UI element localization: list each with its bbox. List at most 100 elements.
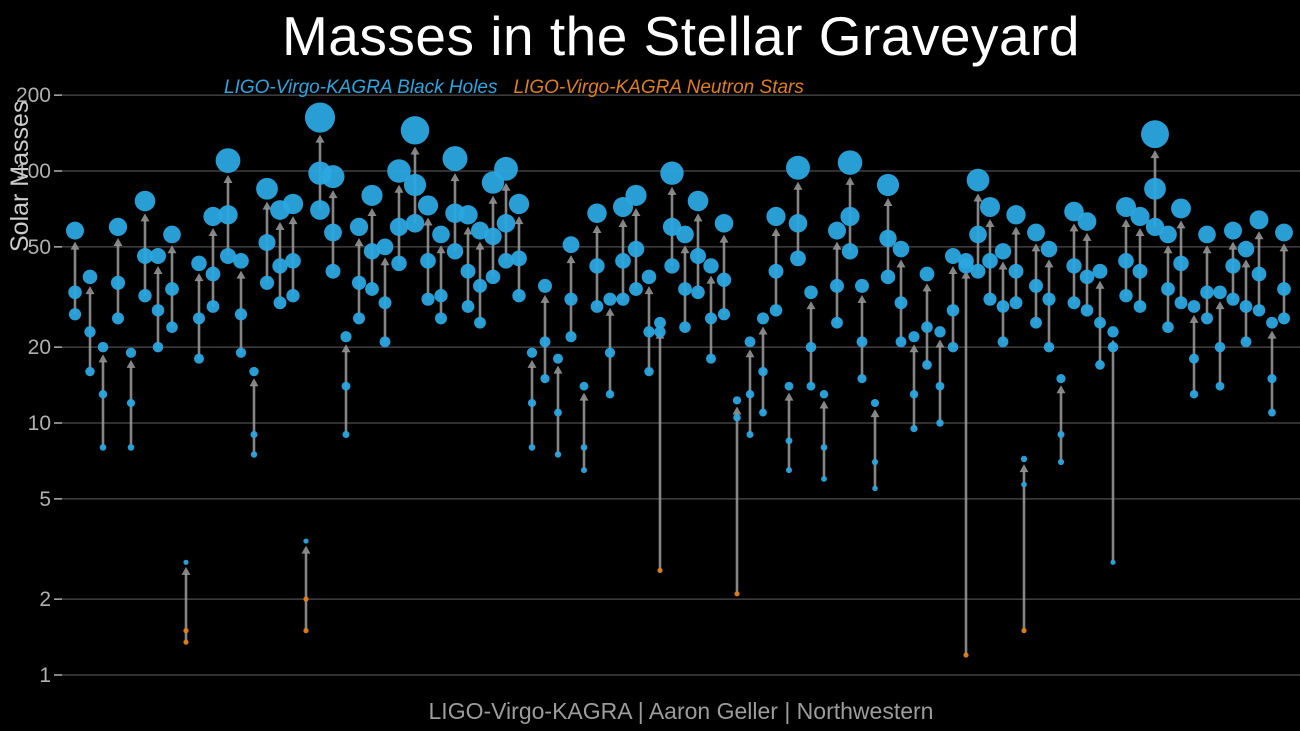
merger-arrowhead bbox=[592, 224, 602, 233]
black-hole-dot bbox=[894, 296, 908, 310]
black-hole-dot bbox=[1119, 289, 1133, 303]
black-hole-dot bbox=[1094, 316, 1106, 329]
final-mass-dot bbox=[108, 217, 128, 237]
final-mass-dot bbox=[944, 247, 962, 264]
final-mass-dot bbox=[125, 347, 137, 358]
final-mass-dot bbox=[387, 159, 411, 183]
black-hole-dot bbox=[820, 444, 828, 451]
black-hole-dot bbox=[539, 336, 551, 348]
merger-arrowhead bbox=[758, 326, 768, 335]
black-hole-dot bbox=[403, 173, 427, 197]
final-mass-dot bbox=[494, 156, 518, 181]
black-hole-dot bbox=[830, 278, 844, 293]
final-mass-dot bbox=[587, 203, 607, 223]
final-mass-dot bbox=[191, 255, 207, 272]
merger-arrowhead bbox=[644, 286, 654, 295]
merger-arrowhead bbox=[1150, 150, 1160, 159]
black-hole-dot bbox=[1214, 341, 1226, 353]
final-mass-dot bbox=[1027, 223, 1045, 242]
final-mass-dot bbox=[1056, 374, 1066, 384]
black-hole-dot bbox=[605, 390, 615, 399]
final-mass-dot bbox=[508, 193, 530, 215]
black-hole-dot bbox=[1133, 300, 1147, 313]
merger-arrowhead bbox=[140, 213, 150, 222]
final-mass-dot bbox=[1198, 225, 1216, 244]
merger-arrowhead bbox=[667, 186, 677, 195]
black-hole-dot bbox=[1215, 381, 1225, 391]
black-hole-dot bbox=[805, 341, 817, 353]
merger-arrowhead bbox=[1019, 464, 1029, 473]
final-mass-dot bbox=[82, 269, 98, 285]
black-hole-dot bbox=[589, 258, 605, 274]
black-hole-dot bbox=[272, 258, 288, 274]
merger-arrowhead bbox=[113, 238, 123, 247]
y-tick-label: 2 bbox=[39, 588, 51, 611]
black-hole-dot bbox=[879, 229, 897, 248]
black-hole-dot bbox=[1095, 360, 1105, 370]
black-hole-dot bbox=[679, 321, 691, 333]
black-hole-dot bbox=[921, 321, 933, 333]
merger-arrowhead bbox=[1279, 243, 1289, 252]
merger-arrowhead bbox=[208, 228, 218, 237]
final-mass-dot bbox=[714, 214, 734, 233]
merger-arrowhead bbox=[475, 241, 485, 250]
black-hole-dot bbox=[872, 485, 878, 492]
merger-arrowhead bbox=[514, 216, 524, 225]
black-hole-dot bbox=[310, 200, 330, 220]
black-hole-dot bbox=[151, 304, 165, 317]
merger-arrowhead bbox=[1254, 231, 1264, 240]
black-hole-dot bbox=[496, 214, 516, 233]
final-mass-dot bbox=[828, 221, 846, 240]
merger-arrowhead bbox=[223, 174, 233, 183]
merger-arrowhead bbox=[315, 134, 325, 143]
merger-arrowhead bbox=[410, 146, 420, 155]
merger-arrowhead bbox=[1056, 385, 1066, 394]
black-hole-dot bbox=[935, 381, 945, 391]
neutron-star-dot bbox=[183, 628, 189, 634]
final-mass-dot bbox=[1159, 225, 1177, 244]
merger-arrowhead bbox=[1241, 259, 1251, 268]
black-hole-dot bbox=[768, 263, 784, 279]
black-hole-dot bbox=[1189, 390, 1199, 399]
black-hole-dot bbox=[997, 336, 1009, 348]
black-hole-dot bbox=[111, 312, 125, 325]
black-hole-dot bbox=[219, 247, 237, 264]
black-hole-dot bbox=[540, 374, 550, 384]
final-mass-dot bbox=[1187, 300, 1201, 313]
merger-arrowhead bbox=[1069, 223, 1079, 232]
black-hole-dot bbox=[434, 289, 448, 303]
black-hole-dot bbox=[218, 205, 238, 225]
y-tick-label: 50 bbox=[28, 236, 51, 259]
black-hole-dot bbox=[769, 304, 783, 317]
black-hole-dot bbox=[511, 250, 527, 267]
black-hole-dot bbox=[1009, 296, 1023, 310]
black-hole-dot bbox=[654, 326, 666, 338]
neutron-star-dot bbox=[1021, 628, 1027, 634]
black-hole-dot bbox=[206, 300, 220, 313]
merger-arrowhead bbox=[98, 354, 108, 363]
final-mass-dot bbox=[1040, 240, 1058, 258]
final-mass-dot bbox=[1064, 201, 1084, 222]
black-hole-dot bbox=[391, 255, 407, 272]
black-hole-dot bbox=[259, 275, 275, 290]
final-mass-dot bbox=[304, 102, 336, 133]
black-hole-dot bbox=[969, 225, 987, 244]
black-hole-dot bbox=[235, 347, 247, 358]
final-mass-dot bbox=[1237, 240, 1255, 258]
final-mass-dot bbox=[641, 269, 657, 285]
black-hole-dot bbox=[152, 341, 164, 353]
final-mass-dot bbox=[1077, 212, 1097, 231]
merger-arrowhead bbox=[1121, 218, 1131, 227]
final-mass-dot bbox=[958, 253, 974, 269]
legend-black-holes-label: LIGO-Virgo-KAGRA Black Holes bbox=[224, 77, 498, 98]
merger-arrowhead bbox=[745, 349, 755, 358]
final-mass-dot bbox=[376, 238, 394, 256]
final-mass-dot bbox=[979, 196, 1001, 217]
final-mass-dot bbox=[66, 221, 84, 240]
black-hole-dot bbox=[250, 430, 258, 439]
black-hole-dot bbox=[644, 366, 654, 377]
final-mass-dot bbox=[784, 381, 794, 391]
merger-arrowhead bbox=[1163, 245, 1173, 254]
merger-arrowhead bbox=[1176, 220, 1186, 229]
